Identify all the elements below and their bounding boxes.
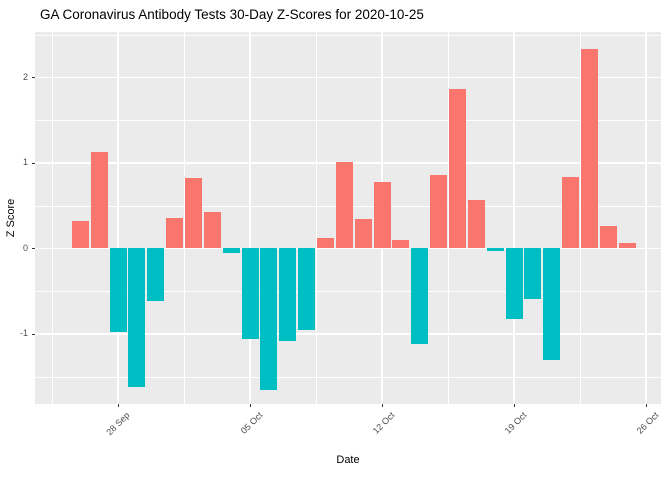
chart-title: GA Coronavirus Antibody Tests 30-Day Z-S… bbox=[40, 7, 424, 22]
y-tick-label: -1 bbox=[19, 328, 28, 339]
bar-2020-10-01 bbox=[166, 217, 184, 249]
bar-2020-10-25 bbox=[618, 243, 636, 249]
bar-2020-10-24 bbox=[599, 226, 617, 249]
bar-2020-10-21 bbox=[543, 248, 561, 361]
gridline-minor-y bbox=[35, 291, 661, 292]
bar-2020-09-29 bbox=[128, 248, 146, 387]
y-tick-mark bbox=[32, 333, 35, 335]
gridline-major-x bbox=[249, 32, 251, 404]
y-tick-label: 1 bbox=[22, 157, 28, 168]
y-tick-label: 2 bbox=[22, 71, 28, 82]
bar-2020-09-27 bbox=[90, 151, 108, 249]
x-tick-mark bbox=[646, 404, 647, 407]
x-tick-label: 26 Oct bbox=[634, 410, 661, 436]
bar-2020-10-05 bbox=[241, 248, 259, 339]
bar-2020-09-30 bbox=[147, 248, 165, 302]
gridline-minor-x bbox=[580, 32, 581, 404]
gridline-minor-x bbox=[448, 32, 449, 404]
y-tick-mark bbox=[32, 77, 35, 79]
gridline-major-y bbox=[35, 333, 661, 335]
bar-2020-10-23 bbox=[580, 49, 598, 249]
x-tick-mark bbox=[382, 404, 383, 407]
bar-2020-10-11 bbox=[354, 219, 372, 249]
bar-2020-10-18 bbox=[486, 248, 504, 251]
gridline-minor-y bbox=[35, 34, 661, 36]
bar-2020-10-07 bbox=[279, 248, 297, 341]
bar-2020-10-20 bbox=[524, 248, 542, 299]
x-tick-label: 12 Oct bbox=[370, 410, 397, 436]
x-tick-label: 28 Sep bbox=[104, 410, 133, 438]
bar-2020-10-14 bbox=[411, 248, 429, 345]
gridline-minor-y bbox=[35, 376, 661, 378]
x-tick-label: 05 Oct bbox=[238, 410, 265, 436]
bar-2020-10-09 bbox=[316, 238, 334, 249]
bar-2020-10-13 bbox=[392, 239, 410, 249]
gridline-minor-y bbox=[35, 120, 661, 121]
bar-2020-09-28 bbox=[109, 248, 127, 333]
bar-2020-10-08 bbox=[298, 248, 316, 331]
y-tick-label: 0 bbox=[22, 242, 28, 253]
bar-2020-10-19 bbox=[505, 248, 523, 320]
gridline-minor-x bbox=[52, 32, 53, 404]
x-axis-title: Date bbox=[336, 454, 360, 466]
bar-2020-09-26 bbox=[71, 220, 89, 249]
bar-2020-10-04 bbox=[222, 248, 240, 254]
y-tick-mark bbox=[32, 162, 35, 164]
gridline-major-x bbox=[645, 32, 647, 404]
gridline-major-x bbox=[513, 32, 515, 404]
gridline-minor-x bbox=[316, 32, 317, 404]
gridline-major-y bbox=[35, 76, 661, 79]
gridline-minor-x bbox=[184, 32, 185, 404]
bar-2020-10-02 bbox=[184, 178, 202, 249]
x-tick-mark bbox=[118, 404, 119, 407]
bar-2020-10-10 bbox=[335, 161, 353, 249]
x-tick-mark bbox=[514, 404, 515, 407]
gridline-major-x bbox=[117, 32, 119, 404]
gridline-major-y bbox=[35, 247, 661, 250]
y-tick-mark bbox=[32, 248, 35, 250]
bar-2020-10-22 bbox=[562, 177, 580, 249]
bar-2020-10-12 bbox=[373, 181, 391, 249]
bar-2020-10-16 bbox=[448, 89, 466, 249]
bar-2020-10-03 bbox=[203, 212, 221, 249]
x-tick-mark bbox=[250, 404, 251, 407]
bar-2020-10-17 bbox=[467, 200, 485, 249]
plot-panel bbox=[35, 32, 661, 404]
x-tick-label: 19 Oct bbox=[502, 410, 529, 436]
bar-2020-10-06 bbox=[260, 248, 278, 391]
bar-2020-10-15 bbox=[430, 174, 448, 249]
y-axis-title: Z Score bbox=[5, 198, 17, 238]
